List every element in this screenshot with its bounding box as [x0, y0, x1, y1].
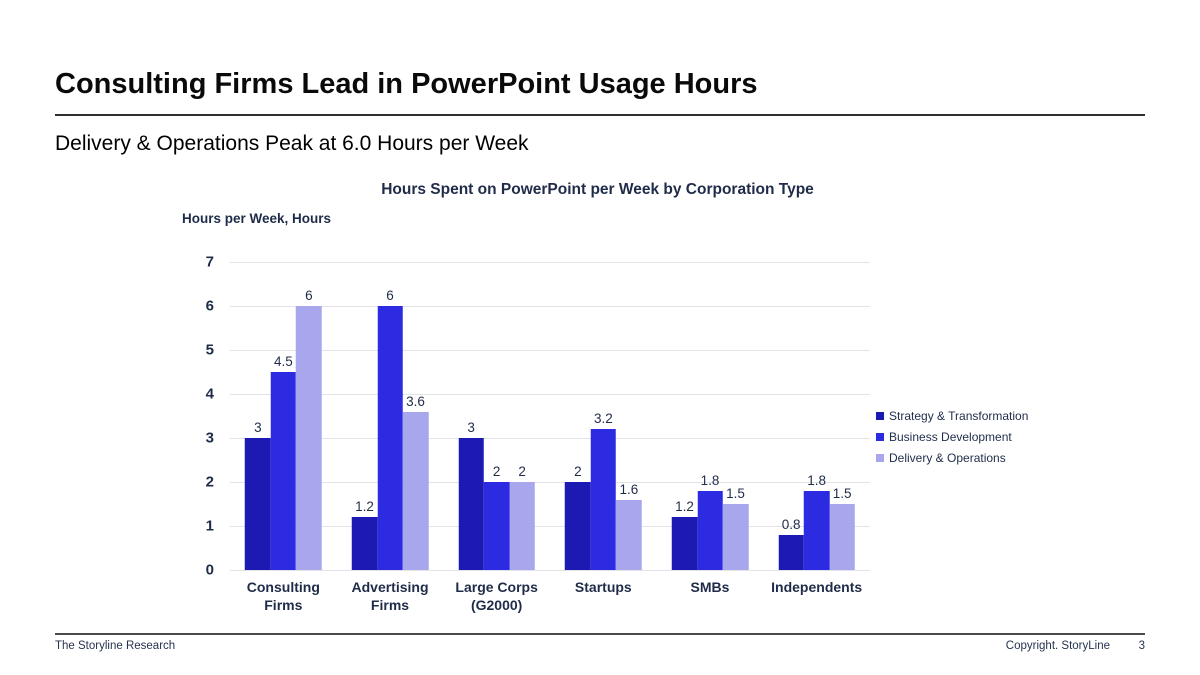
- legend-item: Delivery & Operations: [876, 447, 1028, 468]
- bar-group: 3 4.5 6: [245, 288, 322, 570]
- gridline: [230, 437, 870, 439]
- y-tick-label: 6: [205, 297, 214, 315]
- gridline: [230, 569, 870, 571]
- bar: 1.2: [671, 499, 698, 570]
- x-axis-category-label: Startups: [574, 579, 632, 595]
- bar-value-label: 1.2: [675, 499, 694, 515]
- y-tick-label: 3: [205, 429, 214, 447]
- bar: 1.2: [351, 499, 378, 570]
- bar-group: 1.2 1.8 1.5: [671, 473, 749, 570]
- bar-value-label: 3.2: [593, 411, 613, 427]
- slide-title: Consulting Firms Lead in PowerPoint Usag…: [55, 68, 758, 100]
- x-axis-category-label: SMBs: [690, 579, 730, 595]
- x-axis-category-label: Independents: [771, 579, 863, 595]
- bar: 2: [565, 464, 591, 570]
- bar-group: 2 3.2 1.6: [565, 411, 642, 570]
- bar: 2: [483, 464, 510, 570]
- bar: 4.5: [270, 354, 297, 570]
- footer-copyright: Copyright. StoryLine: [1005, 640, 1110, 652]
- bar: 1.8: [697, 473, 723, 570]
- bar-value-label: 0.8: [781, 516, 801, 532]
- gridline: [230, 305, 870, 307]
- bar: 1.5: [829, 486, 855, 570]
- y-tick-label: 1: [205, 517, 214, 535]
- y-tick-label: 2: [205, 473, 214, 491]
- bar: 6: [377, 288, 403, 570]
- legend-item: Business Development: [876, 426, 1028, 447]
- legend-swatch-icon: [876, 432, 884, 441]
- footer-divider: [55, 633, 1145, 635]
- bar-value-label: 3: [467, 420, 475, 435]
- gridline: [230, 525, 870, 527]
- bar-value-label: 1.6: [619, 481, 639, 497]
- bar: 2: [509, 464, 535, 570]
- y-tick-label: 7: [205, 253, 214, 271]
- bar: 3: [245, 420, 271, 570]
- bar-value-label: 1.8: [700, 472, 720, 488]
- y-tick-label: 0: [205, 561, 214, 579]
- bar: 1.8: [803, 473, 830, 570]
- legend-label: Delivery & Operations: [889, 450, 1006, 465]
- bar-value-label: 6: [305, 288, 313, 303]
- legend-item: Strategy & Transformation: [876, 405, 1028, 426]
- bar: 3.2: [590, 411, 617, 570]
- x-axis-category-label: Large Corps (G2000): [455, 579, 538, 614]
- gridline: [230, 261, 870, 263]
- bar-group: 0.8 1.8 1.5: [778, 473, 855, 570]
- bar: 3: [458, 420, 484, 570]
- y-tick-label: 4: [205, 385, 214, 403]
- gridline: [230, 349, 870, 351]
- gridline: [230, 393, 870, 395]
- bar-value-label: 2: [518, 464, 526, 479]
- title-divider: [55, 114, 1145, 116]
- legend-swatch-icon: [876, 411, 884, 420]
- y-tick-label: 5: [205, 341, 214, 359]
- legend-swatch-icon: [876, 453, 884, 462]
- bar: 3.6: [402, 394, 429, 570]
- bar: 6: [296, 288, 322, 570]
- bar-value-label: 3.6: [406, 393, 425, 409]
- bar-value-label: 1.5: [832, 486, 852, 501]
- bar-value-label: 4.5: [273, 354, 293, 369]
- y-axis-unit-label: Hours per Week, Hours: [182, 211, 332, 226]
- bar-group: 1.2 6 3.6: [351, 288, 429, 570]
- footer-source: The Storyline Research: [55, 640, 176, 652]
- y-axis: 0 1 2 3 4 5 6 7: [150, 254, 214, 579]
- bar: 1.5: [722, 486, 749, 570]
- bar: 1.6: [616, 482, 642, 570]
- bar-value-label: 1.5: [726, 486, 745, 501]
- plot-area: 3 4.5 6 1.2 6 3.6 3 2 2 2 3.2 1.6 1.2 1.8 1.5 0.8 1.8 1.5: [230, 261, 870, 571]
- bar: 0.8: [778, 517, 804, 570]
- legend-label: Business Development: [889, 429, 1012, 444]
- x-axis-category-label: Advertising Firms: [351, 579, 429, 614]
- footer-page-number: 3: [1138, 640, 1145, 652]
- legend-label: Strategy & Transformation: [889, 408, 1029, 423]
- chart-title: Hours Spent on PowerPoint per Week by Co…: [381, 181, 814, 198]
- slide-subtitle: Delivery & Operations Peak at 6.0 Hours …: [55, 132, 529, 155]
- bar-group: 3 2 2: [458, 420, 535, 570]
- bar-value-label: 3: [254, 420, 262, 435]
- chart-legend: Strategy & Transformation Business Develo…: [876, 405, 1028, 468]
- bar-value-label: 6: [386, 288, 394, 303]
- bar-value-label: 2: [574, 464, 582, 479]
- bar-value-label: 1.8: [807, 472, 827, 488]
- bar-value-label: 1.2: [355, 499, 374, 515]
- x-axis: Consulting Firms Advertising Firms Large C…: [230, 578, 870, 628]
- bar-value-label: 2: [492, 464, 501, 479]
- gridline: [230, 481, 870, 483]
- x-axis-category-label: Consulting Firms: [246, 579, 320, 614]
